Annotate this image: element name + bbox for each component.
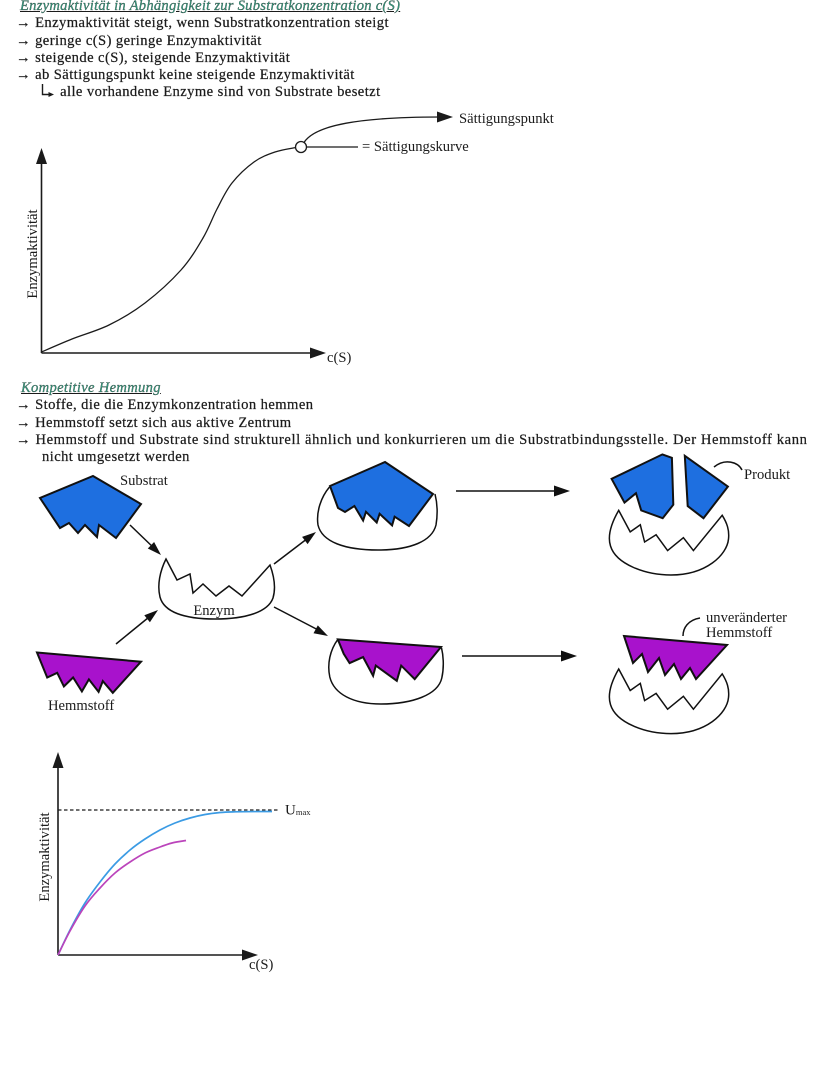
svg-text:Enzymaktivität: Enzymaktivität	[37, 812, 53, 901]
svg-text:Produkt: Produkt	[744, 467, 790, 483]
svg-text:Umax: Umax	[285, 803, 311, 819]
svg-text:Substrat: Substrat	[120, 473, 168, 489]
svg-text:Hemmstoff: Hemmstoff	[48, 698, 114, 714]
svg-text:c(S): c(S)	[249, 957, 273, 973]
svg-text:c(S): c(S)	[327, 350, 351, 366]
svg-text:unveränderter: unveränderter	[706, 610, 787, 626]
svg-text:Hemmstoff: Hemmstoff	[706, 625, 772, 641]
svg-text:= Sättigungskurve: = Sättigungskurve	[362, 139, 469, 155]
svg-text:Enzymaktivität: Enzymaktivität	[25, 209, 41, 298]
svg-text:Enzym: Enzym	[193, 603, 235, 619]
svg-text:Sättigungspunkt: Sättigungspunkt	[459, 111, 554, 127]
